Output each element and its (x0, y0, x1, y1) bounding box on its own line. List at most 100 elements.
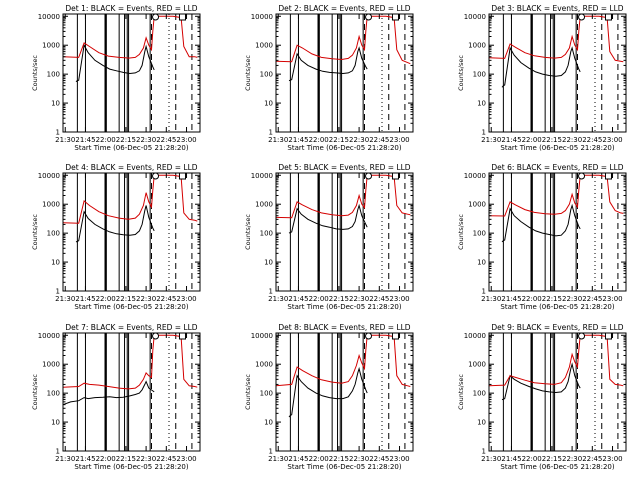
y-tick-label: 10 (477, 100, 486, 108)
detector-panel-7: 1 10 100 1000 10000 21:30 21:45 22:00 22:15 22:30… (31, 323, 201, 471)
panel-title: Det 1: BLACK = Events, RED = LLD (65, 4, 197, 13)
x-tick-label: 22:45 (369, 295, 389, 303)
detector-panel-1: 1 10 100 1000 10000 21:30 21:45 22:00 22:15 22:30… (31, 4, 201, 152)
x-tick-label: 21:30 (481, 295, 501, 303)
panel-title: Det 5: BLACK = Events, RED = LLD (278, 163, 410, 172)
x-tick-label: 23:00 (176, 136, 196, 144)
y-tick-label: 10000 (251, 172, 273, 180)
marker-circle-symbol (578, 332, 586, 340)
plot-frame (62, 332, 201, 452)
x-tick-label: 22:15 (329, 295, 349, 303)
x-tick-label: 23:00 (176, 455, 196, 463)
marker-square-symbol (178, 13, 186, 21)
x-tick-label: 22:45 (156, 136, 176, 144)
y-tick-label: 100 (47, 71, 60, 79)
x-tick-label: 23:00 (602, 136, 622, 144)
x-tick-label: 21:45 (75, 295, 95, 303)
marker-square-symbol (178, 332, 186, 340)
marker-square-symbol (391, 13, 399, 21)
x-tick-label: 21:45 (501, 136, 521, 144)
x-tick-label: 22:00 (309, 455, 329, 463)
x-tick-label: 21:30 (55, 295, 75, 303)
x-tick-label: 23:00 (389, 136, 409, 144)
y-tick-label: 10000 (38, 332, 60, 340)
marker-circle-symbol (578, 172, 586, 180)
y-tick-label: 10 (51, 100, 60, 108)
panel-title: Det 9: BLACK = Events, RED = LLD (491, 323, 623, 332)
x-tick-label: 21:30 (268, 295, 288, 303)
x-tick-label: 22:00 (96, 136, 116, 144)
marker-square-symbol (391, 172, 399, 180)
y-tick-label: 1 (269, 448, 273, 456)
x-tick-label: 23:00 (602, 455, 622, 463)
x-tick-label: 21:30 (268, 455, 288, 463)
marker-circle-symbol (152, 332, 160, 340)
detector-panel-6: 1 10 100 1000 10000 21:30 21:45 22:00 22:15 22:30… (457, 163, 627, 311)
x-tick-label: 22:30 (136, 136, 156, 144)
x-tick-label: 22:30 (136, 455, 156, 463)
plot-area (489, 333, 624, 451)
x-tick-label: 23:00 (176, 295, 196, 303)
y-tick-label: 10000 (251, 332, 273, 340)
series-line-events (63, 380, 155, 406)
x-tick-label: 21:45 (501, 295, 521, 303)
y-tick-label: 10000 (251, 13, 273, 21)
x-axis-title: Start Time (06-Dec-05 21:28:20) (287, 303, 401, 311)
series-line-lld (489, 334, 624, 387)
panel-title: Det 2: BLACK = Events, RED = LLD (278, 4, 410, 13)
x-tick-label: 21:45 (288, 136, 308, 144)
x-tick-label: 22:00 (522, 136, 542, 144)
detector-panel-5: 1 10 100 1000 10000 21:30 21:45 22:00 22:15 22:30… (244, 163, 414, 311)
y-tick-label: 1 (269, 129, 273, 137)
y-tick-label: 1 (269, 288, 273, 296)
x-axis-title: Start Time (06-Dec-05 21:28:20) (74, 463, 188, 471)
series-line-lld (63, 174, 198, 224)
series-line-events (501, 46, 581, 88)
y-tick-label: 10 (264, 419, 273, 427)
x-axis-title: Start Time (06-Dec-05 21:28:20) (74, 144, 188, 152)
series-line-lld (63, 334, 198, 390)
y-tick-label: 1 (482, 448, 486, 456)
y-axis-title: Counts/sec (244, 374, 252, 410)
plot-area (63, 333, 198, 451)
marker-circle-symbol (152, 13, 160, 21)
x-tick-label: 22:45 (156, 295, 176, 303)
plot-area (63, 173, 198, 291)
x-tick-label: 22:15 (542, 455, 562, 463)
x-tick-label: 22:30 (562, 136, 582, 144)
x-tick-label: 23:00 (389, 455, 409, 463)
y-tick-label: 10 (477, 419, 486, 427)
y-tick-label: 100 (260, 71, 273, 79)
x-tick-label: 22:45 (369, 136, 389, 144)
y-tick-label: 1000 (468, 201, 486, 209)
x-tick-label: 21:45 (75, 455, 95, 463)
y-tick-label: 1000 (42, 361, 60, 369)
series-line-lld (276, 174, 411, 219)
y-tick-label: 10 (477, 259, 486, 267)
plot-area (489, 14, 624, 132)
y-tick-label: 10 (264, 100, 273, 108)
y-tick-label: 10 (264, 259, 273, 267)
detector-panel-4: 1 10 100 1000 10000 21:30 21:45 22:00 22:15 22:30… (31, 163, 201, 311)
marker-circle-symbol (152, 172, 160, 180)
x-tick-label: 22:30 (562, 295, 582, 303)
x-tick-label: 22:30 (136, 295, 156, 303)
y-axis-title: Counts/sec (31, 214, 39, 250)
y-tick-label: 1000 (255, 361, 273, 369)
y-tick-label: 1 (56, 129, 60, 137)
detector-panel-9: 1 10 100 1000 10000 21:30 21:45 22:00 22:15 22:30… (457, 323, 627, 471)
plot-frame (275, 172, 414, 292)
series-line-events (501, 203, 581, 243)
y-tick-label: 10000 (38, 13, 60, 21)
y-tick-label: 10 (51, 419, 60, 427)
x-tick-label: 22:00 (309, 295, 329, 303)
y-tick-label: 1 (56, 288, 60, 296)
x-tick-label: 22:30 (349, 295, 369, 303)
series-line-lld (276, 15, 411, 65)
y-tick-label: 1000 (255, 201, 273, 209)
series-line-lld (489, 15, 624, 63)
panel-title: Det 4: BLACK = Events, RED = LLD (65, 163, 197, 172)
plot-frame (275, 332, 414, 452)
y-tick-label: 1 (56, 448, 60, 456)
plot-area (63, 14, 198, 132)
